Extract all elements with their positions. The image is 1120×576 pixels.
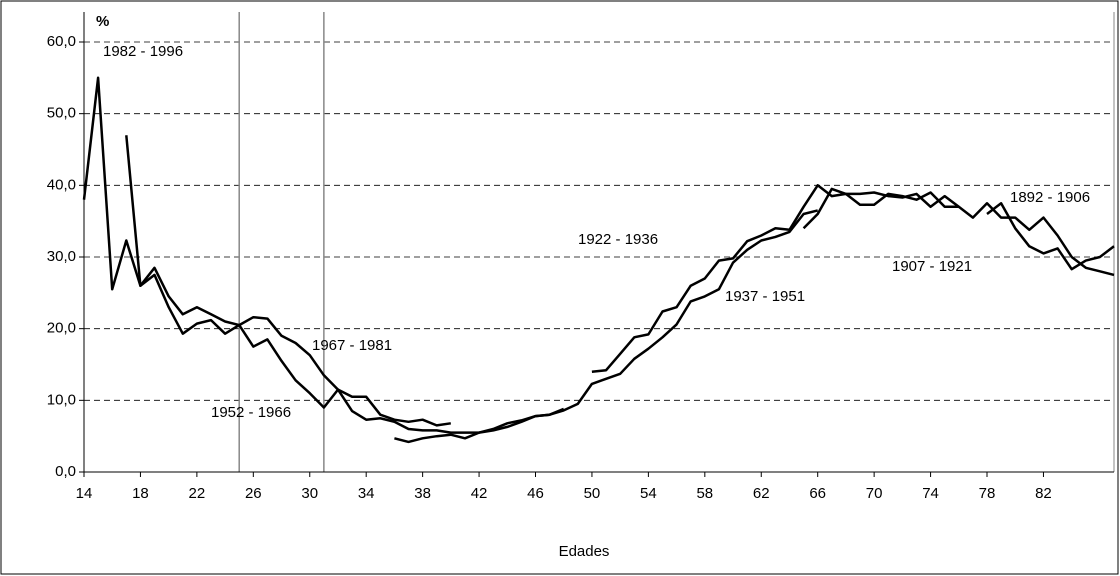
x-tick-label: 74	[922, 485, 939, 502]
x-tick-label: 38	[414, 485, 431, 502]
y-tick-label: 10,0	[47, 391, 76, 408]
y-tick-label: 40,0	[47, 176, 76, 193]
y-tick-label: 0,0	[55, 463, 76, 480]
x-tick-label: 42	[471, 485, 488, 502]
x-axis-title: Edades	[559, 543, 610, 560]
x-tick-label: 34	[358, 485, 375, 502]
y-tick-label: 60,0	[47, 33, 76, 50]
x-tick-label: 14	[76, 485, 93, 502]
series-line	[802, 187, 1115, 277]
y-unit: %	[96, 13, 109, 30]
series-line	[82, 76, 240, 327]
x-tick-label: 22	[189, 485, 206, 502]
series-line	[238, 324, 565, 434]
y-tick-label: 30,0	[47, 248, 76, 265]
x-tick-label: 82	[1035, 485, 1052, 502]
x-tick-label: 66	[809, 485, 826, 502]
x-tick-label: 54	[640, 485, 657, 502]
x-tick-label: 62	[753, 485, 770, 502]
series-line	[394, 209, 819, 444]
y-tick-label: 20,0	[47, 320, 76, 337]
x-tick-label: 50	[584, 485, 601, 502]
x-tick-label: 26	[245, 485, 262, 502]
series-label: 1907 - 1921	[892, 258, 972, 275]
x-tick-label: 70	[866, 485, 883, 502]
x-tick-label: 18	[132, 485, 149, 502]
series-label: 1952 - 1966	[211, 404, 291, 421]
x-tick-label: 46	[527, 485, 544, 502]
y-tick-label: 50,0	[47, 105, 76, 122]
x-tick-label: 30	[301, 485, 318, 502]
series-label: 1967 - 1981	[312, 337, 392, 354]
series-label: 1892 - 1906	[1010, 189, 1090, 206]
series-line	[125, 135, 451, 427]
x-tick-label: 58	[696, 485, 713, 502]
series-line	[986, 202, 1115, 271]
series-label: 1982 - 1996	[103, 43, 183, 60]
series-line	[591, 184, 960, 373]
x-tick-label: 78	[979, 485, 996, 502]
series-label: 1937 - 1951	[725, 288, 805, 305]
series-label: 1922 - 1936	[578, 231, 658, 248]
